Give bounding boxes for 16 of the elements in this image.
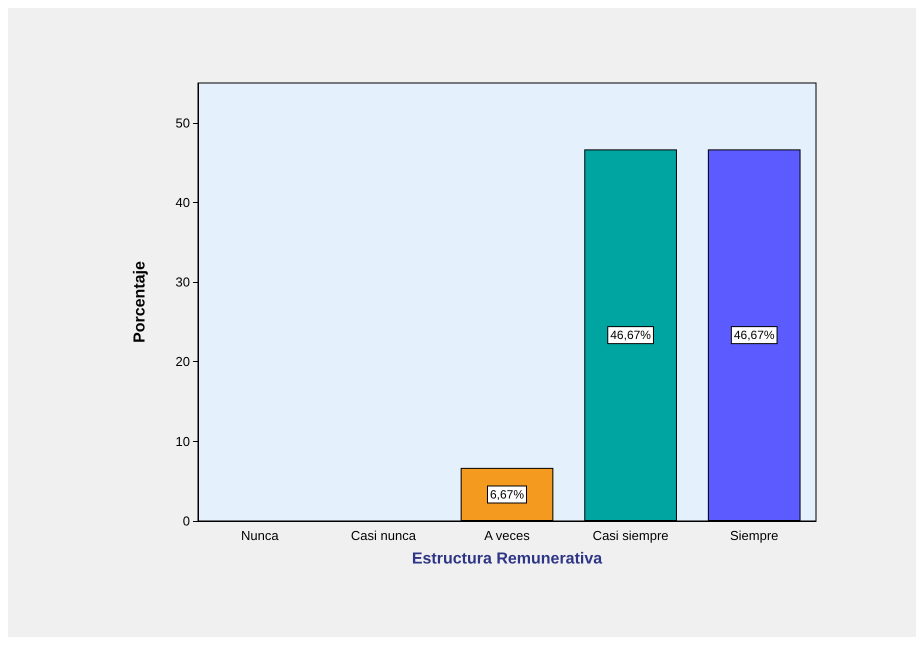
x-tick-label: Siempre: [730, 528, 778, 543]
y-tick-label: 0: [182, 514, 190, 528]
y-tick-label: 40: [176, 194, 190, 210]
x-tick-label: A veces: [484, 528, 530, 543]
data-label: 46,67%: [734, 328, 775, 342]
y-tick-label: 30: [176, 274, 190, 290]
y-axis-title: Porcentaje: [132, 260, 148, 343]
data-label: 6,67%: [490, 487, 524, 502]
x-tick-label: Casi siempre: [592, 528, 669, 543]
y-tick-label: 50: [176, 115, 190, 130]
x-axis-title: Estructura Remunerativa: [412, 550, 602, 568]
x-tick-label: Casi nunca: [350, 528, 417, 543]
x-tick-label: Nunca: [241, 528, 280, 543]
data-label: 46,67%: [610, 328, 652, 342]
y-tick-label: 20: [176, 354, 190, 370]
y-tick-label: 10: [176, 434, 190, 449]
